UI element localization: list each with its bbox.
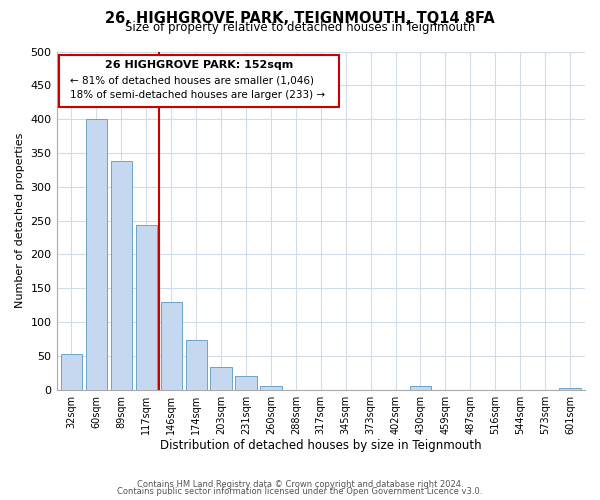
Text: Size of property relative to detached houses in Teignmouth: Size of property relative to detached ho… xyxy=(125,22,475,35)
Bar xyxy=(559,388,581,390)
X-axis label: Distribution of detached houses by size in Teignmouth: Distribution of detached houses by size … xyxy=(160,440,482,452)
Bar xyxy=(61,354,82,390)
Bar xyxy=(235,376,257,390)
Text: Contains HM Land Registry data © Crown copyright and database right 2024.: Contains HM Land Registry data © Crown c… xyxy=(137,480,463,489)
Y-axis label: Number of detached properties: Number of detached properties xyxy=(15,133,25,308)
Text: 18% of semi-detached houses are larger (233) →: 18% of semi-detached houses are larger (… xyxy=(70,90,325,101)
Bar xyxy=(410,386,431,390)
Text: Contains public sector information licensed under the Open Government Licence v3: Contains public sector information licen… xyxy=(118,487,482,496)
Bar xyxy=(161,302,182,390)
FancyBboxPatch shape xyxy=(59,55,339,108)
Bar xyxy=(211,366,232,390)
Bar xyxy=(86,119,107,390)
Text: 26 HIGHGROVE PARK: 152sqm: 26 HIGHGROVE PARK: 152sqm xyxy=(105,60,293,70)
Text: 26, HIGHGROVE PARK, TEIGNMOUTH, TQ14 8FA: 26, HIGHGROVE PARK, TEIGNMOUTH, TQ14 8FA xyxy=(105,11,495,26)
Text: ← 81% of detached houses are smaller (1,046): ← 81% of detached houses are smaller (1,… xyxy=(70,75,314,85)
Bar xyxy=(111,161,132,390)
Bar xyxy=(185,340,207,390)
Bar xyxy=(260,386,281,390)
Bar xyxy=(136,226,157,390)
